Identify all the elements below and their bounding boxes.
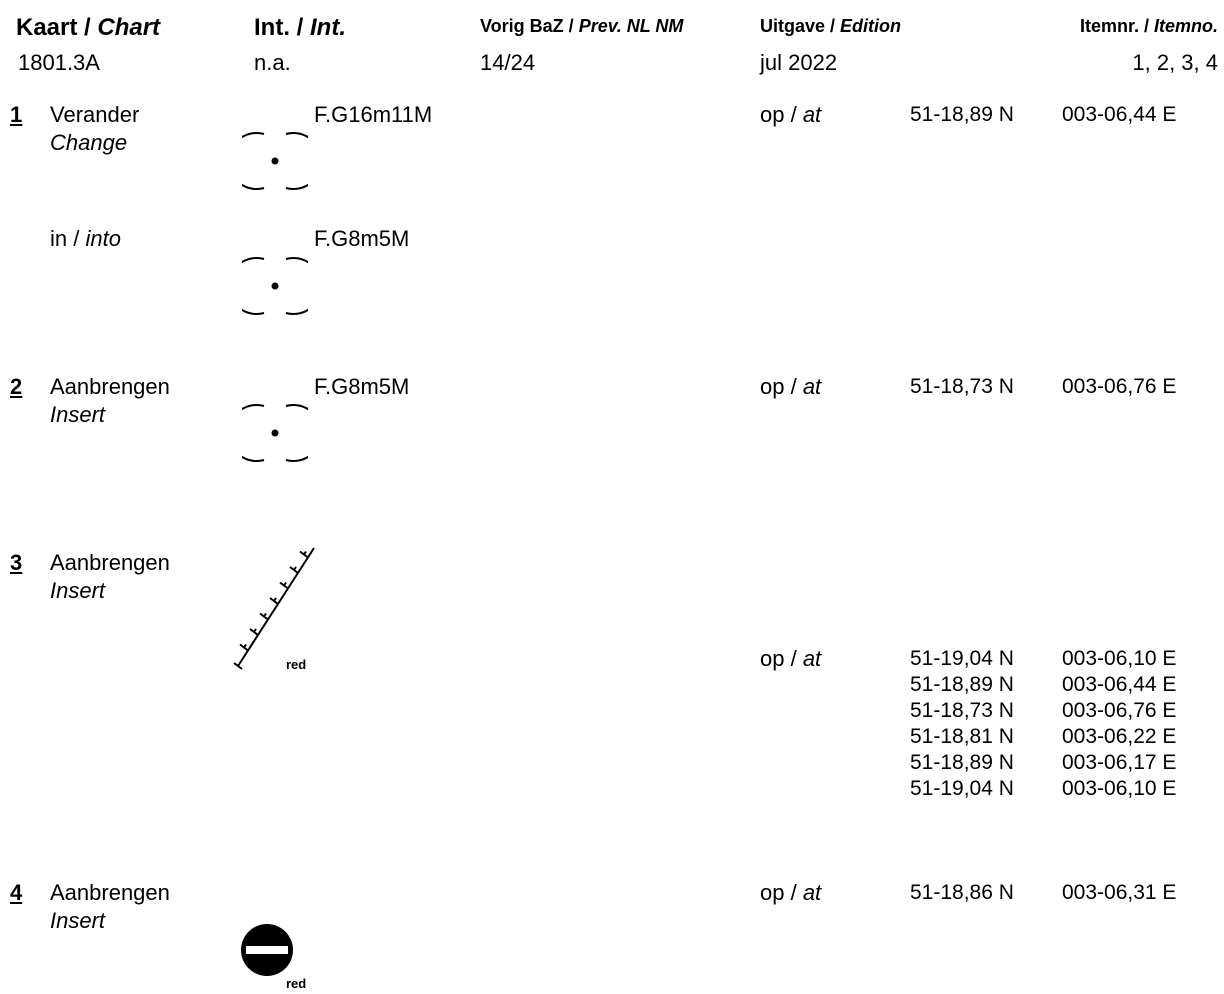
coord-lon: 003-06,10 E [1062,777,1177,800]
coord-lat: 51-18,89 N [910,751,1014,774]
into-label: in / into [50,226,121,251]
coord-lon: 003-06,10 E [1062,647,1177,670]
item-action-en: Insert [50,402,106,427]
coord-lat: 51-18,86 N [910,881,1014,904]
header-prev-label: Vorig BaZ / Prev. NL NM [480,16,684,36]
coord-lon: 003-06,44 E [1062,673,1177,696]
coord-lon: 003-06,76 E [1062,699,1177,722]
at-label: op / at [760,374,822,399]
light-symbol-icon [242,132,308,190]
coord-lon: 003-06,22 E [1062,725,1177,748]
no-entry-icon [241,924,293,976]
coord-lon: 003-06,17 E [1062,751,1177,774]
symbol-color-label: red [286,657,307,672]
chart-number: 1801.3A [18,50,100,75]
header-chart-label: Kaart / Chart [16,14,161,41]
item-action: Aanbrengen [50,550,170,575]
at-label: op / at [760,102,822,127]
header-itemno-label: Itemnr. / Itemno. [1079,16,1218,36]
coord-lat: 51-19,04 N [910,647,1014,670]
item-number: 3 [10,550,23,575]
coord-lon: 003-06,31 E [1062,881,1177,904]
coord-lat: 51-18,89 N [910,103,1014,126]
item-action-en: Insert [50,578,106,603]
restricted-area-line-icon [233,547,315,670]
item-action-en: Insert [50,908,106,933]
coord-lat: 51-19,04 N [910,777,1014,800]
coord-lat: 51-18,89 N [910,673,1014,696]
item-action: Aanbrengen [50,880,170,905]
light-symbol-icon [242,404,308,462]
header-int-label: Int. / Int. [254,14,346,41]
coord-lat: 51-18,73 N [910,375,1014,398]
light-label: F.G8m5M [314,226,410,251]
at-label: op / at [760,880,822,905]
prev-nm-value: 14/24 [480,50,536,75]
itemno-value: 1, 2, 3, 4 [1132,50,1218,75]
header-edition-label: Uitgave / Edition [760,16,902,36]
item-action: Verander [50,102,140,127]
coord-lat: 51-18,73 N [910,699,1014,722]
light-label: F.G16m11M [314,102,433,127]
light-symbol-icon [242,257,308,315]
item-number: 1 [10,102,23,127]
int-value: n.a. [254,50,291,75]
item-action-en: Change [50,130,128,155]
symbol-color-label: red [286,976,307,991]
at-label: op / at [760,646,822,671]
coord-lon: 003-06,76 E [1062,375,1177,398]
item-number: 2 [10,374,23,399]
light-label: F.G8m5M [314,374,410,399]
coord-lat: 51-18,81 N [910,725,1014,748]
coord-lon: 003-06,44 E [1062,103,1177,126]
edition-value: jul 2022 [760,50,838,75]
item-action: Aanbrengen [50,374,170,399]
item-number: 4 [10,880,23,905]
